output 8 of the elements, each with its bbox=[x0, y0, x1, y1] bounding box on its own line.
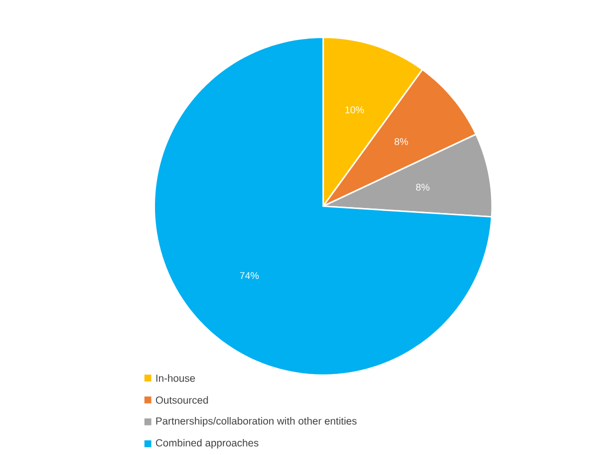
legend-label: In-house bbox=[156, 374, 195, 382]
data-label: 10% bbox=[345, 106, 364, 114]
legend-label: Combined approaches bbox=[156, 439, 258, 449]
legend-label: Partnerships/collaboration with other entities bbox=[156, 417, 357, 427]
data-label: 8% bbox=[394, 138, 408, 146]
legend-label: Outsourced bbox=[156, 396, 208, 404]
data-label: 8% bbox=[416, 184, 430, 191]
data-label: 74% bbox=[240, 272, 259, 280]
